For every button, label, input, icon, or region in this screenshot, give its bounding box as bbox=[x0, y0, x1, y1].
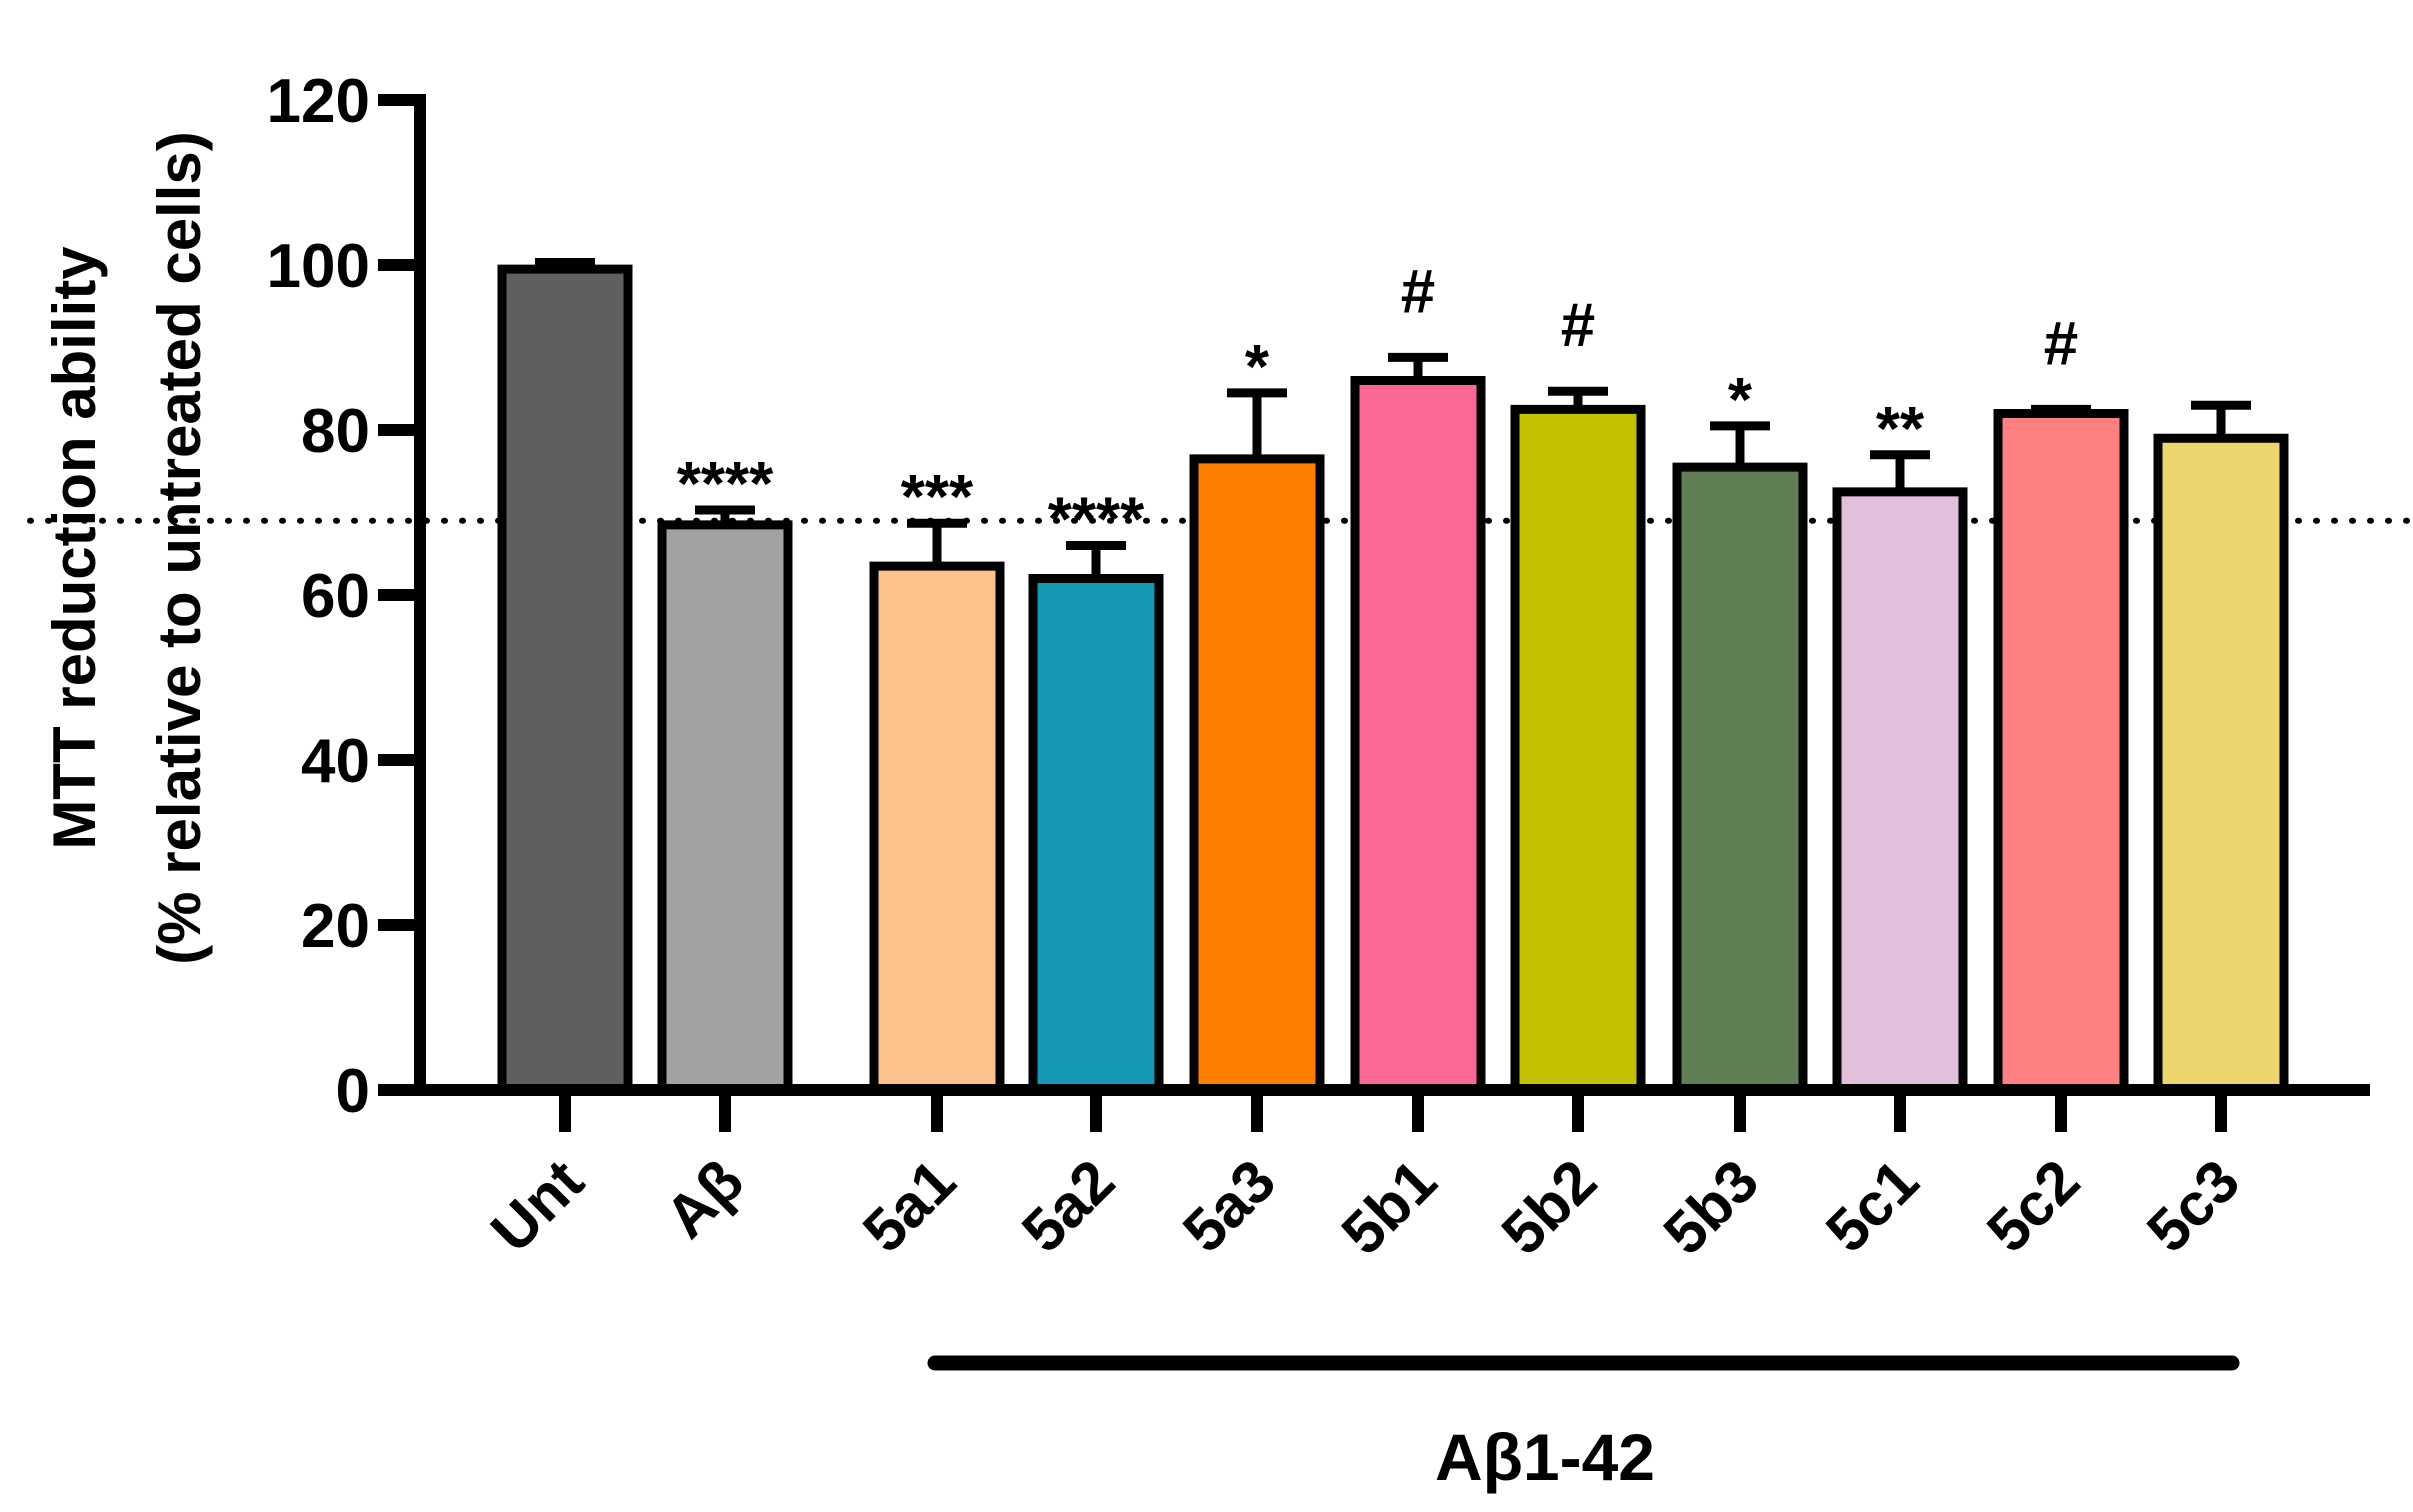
x-tick-label-layer: Unt Aβ 5a1 5a2 5a3 5b1 5b2 5b3 5c1 5c2 5c3 bbox=[478, 1147, 2252, 1267]
bar-group bbox=[1189, 388, 1325, 1095]
bar bbox=[1028, 574, 1164, 1095]
x-tick-label: 5a3 bbox=[1170, 1147, 1288, 1265]
annotation-layer: **** *** *****# #* **# bbox=[677, 257, 2079, 554]
significance-label: # bbox=[1561, 291, 1595, 360]
bar-group bbox=[1510, 386, 1646, 1095]
bar bbox=[1189, 454, 1325, 1095]
significance-label: **** bbox=[1048, 486, 1145, 555]
y-axis-label-line-2: (% relative to untreated cells) bbox=[146, 131, 213, 965]
bar-group bbox=[1993, 404, 2129, 1095]
group-label: Aβ1-42 bbox=[1435, 1420, 1655, 1494]
y-tick-label: 0 bbox=[336, 1057, 370, 1126]
x-tick-label: 5b1 bbox=[1329, 1147, 1449, 1267]
y-tick-label: 60 bbox=[301, 562, 370, 631]
bar bbox=[657, 520, 793, 1095]
x-tick-label: 5a1 bbox=[850, 1147, 968, 1265]
x-tick-label: Aβ bbox=[652, 1147, 756, 1251]
bar bbox=[869, 561, 1005, 1095]
bar-group bbox=[2153, 400, 2289, 1095]
bar-group bbox=[497, 258, 633, 1095]
significance-label: ** bbox=[1876, 395, 1925, 464]
significance-label: **** bbox=[677, 450, 774, 519]
bar bbox=[1832, 487, 1968, 1095]
bar bbox=[1510, 404, 1646, 1095]
bar bbox=[1993, 409, 2129, 1095]
x-tick-label: 5b2 bbox=[1489, 1147, 1609, 1267]
significance-label: * bbox=[1728, 366, 1753, 435]
y-tick-label: 80 bbox=[301, 397, 370, 466]
significance-label: # bbox=[1401, 257, 1435, 326]
bar-group bbox=[657, 505, 793, 1095]
significance-label: # bbox=[2044, 309, 2078, 378]
bar-group bbox=[1672, 421, 1808, 1095]
axis-layer: 0 20 40 60 80 100 120 bbox=[267, 67, 2370, 1132]
x-tick-label: 5a2 bbox=[1009, 1147, 1127, 1265]
bar bbox=[1350, 376, 1486, 1095]
bar-layer bbox=[497, 258, 2289, 1095]
bar bbox=[497, 264, 633, 1095]
bar-group bbox=[1350, 352, 1486, 1095]
significance-label: *** bbox=[901, 463, 974, 532]
y-tick-label: 20 bbox=[301, 892, 370, 961]
y-axis-label-line-1: MTT reduction ability bbox=[41, 246, 108, 850]
x-tick-label: 5b3 bbox=[1651, 1147, 1771, 1267]
y-tick-label: 100 bbox=[267, 232, 370, 301]
x-tick-label: Unt bbox=[478, 1147, 596, 1265]
x-tick-label: 5c1 bbox=[1813, 1147, 1931, 1265]
bar bbox=[1672, 462, 1808, 1095]
significance-label: * bbox=[1245, 333, 1270, 402]
x-tick-label: 5c3 bbox=[2134, 1147, 2252, 1265]
y-tick-label: 120 bbox=[267, 67, 370, 136]
bar-group bbox=[869, 518, 1005, 1095]
bar-group bbox=[1028, 541, 1164, 1095]
group-bracket-layer: Aβ1-42 bbox=[927, 1355, 2240, 1494]
y-axis-label: MTT reduction ability (% relative to unt… bbox=[41, 131, 213, 965]
bar bbox=[2153, 433, 2289, 1095]
y-tick-label: 40 bbox=[301, 727, 370, 796]
bar-group bbox=[1832, 450, 1968, 1095]
x-tick-label: 5c2 bbox=[1974, 1147, 2092, 1265]
